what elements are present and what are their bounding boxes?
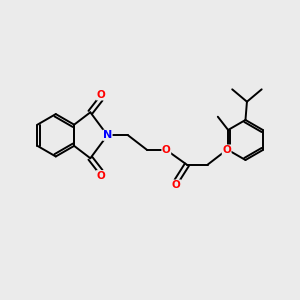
Text: O: O [97, 171, 105, 181]
Text: O: O [172, 180, 181, 190]
Text: O: O [97, 90, 105, 100]
Text: O: O [162, 145, 171, 155]
Text: N: N [103, 130, 112, 140]
Text: O: O [222, 145, 231, 155]
